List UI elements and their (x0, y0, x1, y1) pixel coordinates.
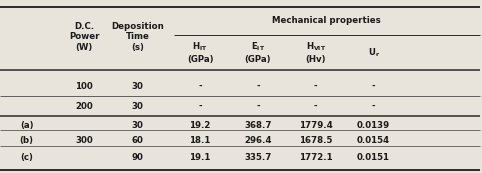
Text: $\mathbf{H_{VIT}}$
(Hv): $\mathbf{H_{VIT}}$ (Hv) (306, 41, 326, 64)
Text: 1678.5: 1678.5 (299, 136, 333, 145)
Text: 18.1: 18.1 (189, 136, 211, 145)
Text: 335.7: 335.7 (244, 153, 271, 162)
Text: 0.0154: 0.0154 (357, 136, 390, 145)
Text: (b): (b) (19, 136, 34, 145)
Text: $\mathbf{U_r}$: $\mathbf{U_r}$ (367, 46, 380, 59)
Text: D.C.
Power
(W): D.C. Power (W) (69, 21, 100, 52)
Text: 296.4: 296.4 (244, 136, 272, 145)
Text: (c): (c) (20, 153, 33, 162)
Text: -: - (198, 102, 202, 111)
Text: 30: 30 (132, 121, 143, 130)
Text: 19.2: 19.2 (189, 121, 211, 130)
Text: 0.0151: 0.0151 (357, 153, 390, 162)
Text: 1772.1: 1772.1 (299, 153, 333, 162)
Text: Mechanical properties: Mechanical properties (272, 16, 381, 25)
Text: -: - (372, 102, 375, 111)
Text: -: - (314, 82, 318, 91)
Text: 90: 90 (132, 153, 143, 162)
Text: 0.0139: 0.0139 (357, 121, 390, 130)
Text: 19.1: 19.1 (189, 153, 211, 162)
Text: 368.7: 368.7 (244, 121, 272, 130)
Text: $\mathbf{H_{IT}}$
(GPa): $\mathbf{H_{IT}}$ (GPa) (187, 41, 213, 64)
Text: 30: 30 (132, 102, 143, 111)
Text: -: - (198, 82, 202, 91)
Text: 30: 30 (132, 82, 143, 91)
Text: 300: 300 (76, 136, 93, 145)
Text: -: - (372, 82, 375, 91)
Text: 200: 200 (76, 102, 93, 111)
Text: (a): (a) (20, 121, 33, 130)
Text: 100: 100 (76, 82, 93, 91)
Text: 1779.4: 1779.4 (299, 121, 333, 130)
Text: $\mathbf{E_{IT}}$
(GPa): $\mathbf{E_{IT}}$ (GPa) (245, 41, 271, 64)
Text: -: - (314, 102, 318, 111)
Text: 60: 60 (132, 136, 143, 145)
Text: -: - (256, 82, 260, 91)
Text: Deposition
Time
(s): Deposition Time (s) (111, 21, 164, 52)
Text: -: - (256, 102, 260, 111)
